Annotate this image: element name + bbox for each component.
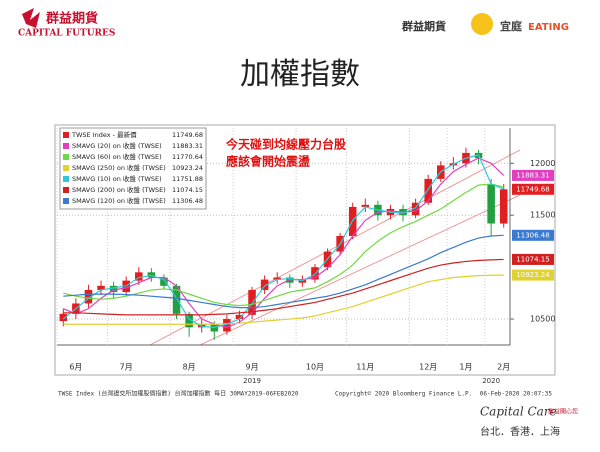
- legend-value: 10923.24: [172, 164, 203, 172]
- care-tagline: 群益關心您: [548, 408, 578, 416]
- value-label: 11074.15: [516, 255, 549, 263]
- y-tick-label: 10500: [530, 315, 555, 324]
- value-label: 11306.48: [516, 231, 549, 239]
- legend-value: 11306.48: [172, 197, 203, 205]
- legend-name: TWSE Index - 最新價: [71, 130, 137, 139]
- annotation: 應該會開始震盪: [226, 154, 310, 169]
- brand-icon: [22, 8, 40, 28]
- value-label-box: [512, 229, 554, 241]
- legend-name: SMAVG (120) on 收盤 (TWSE): [72, 196, 166, 205]
- x-year-label: 2020: [482, 377, 500, 385]
- legend-swatch: [63, 165, 69, 171]
- timestamp: 06-Feb-2020 20:07:35: [480, 391, 553, 398]
- legend-swatch: [63, 132, 69, 138]
- y-tick-label: 11500: [530, 211, 555, 220]
- legend-swatch: [63, 198, 69, 204]
- candle-body: [499, 189, 508, 224]
- ma-line: [62, 154, 504, 328]
- legend-value: 11751.88: [172, 175, 203, 183]
- candle-body: [172, 285, 181, 314]
- brand: 群益期貨: [46, 11, 98, 27]
- trend-line: [149, 149, 521, 346]
- right-name: 宜庭: [500, 19, 522, 33]
- candle-body: [59, 313, 68, 322]
- candle-body: [487, 184, 495, 224]
- x-year-label: 2019: [243, 377, 261, 385]
- y-tick-label: 12000: [530, 159, 555, 168]
- value-label-box: [512, 269, 554, 281]
- candle-body: [273, 277, 281, 280]
- legend-value: 11883.31: [172, 142, 203, 150]
- ma-line: [63, 234, 504, 309]
- legend-value: 11770.64: [172, 153, 203, 161]
- annotation: 今天碰到均線壓力台股: [225, 137, 347, 152]
- candle-body: [223, 319, 231, 332]
- right-brand: 群益期貨: [401, 19, 446, 33]
- x-tick-label: 12月: [419, 363, 437, 372]
- legend: [59, 127, 207, 210]
- candle-body: [424, 178, 432, 203]
- candle-body: [160, 277, 168, 286]
- ma-line: [63, 157, 505, 328]
- candle-body: [311, 267, 319, 280]
- trend-line: [199, 194, 521, 346]
- value-label-box: [512, 253, 554, 265]
- legend-swatch: [63, 176, 69, 182]
- x-tick-label: 11月: [356, 363, 374, 372]
- legend-swatch: [63, 187, 69, 193]
- candle-body: [248, 289, 256, 315]
- copyright: Copyright© 2020 Bloomberg Finance L.P.: [335, 391, 472, 398]
- candle-body: [109, 285, 118, 293]
- title: 加權指數: [240, 57, 360, 92]
- value-label-box: [512, 169, 554, 181]
- x-tick-label: 2月: [497, 363, 510, 372]
- value-label: 10923.24: [516, 271, 550, 279]
- x-tick-label: 7月: [120, 363, 133, 372]
- x-tick-label: 6月: [69, 363, 82, 372]
- ma-line: [63, 258, 504, 316]
- legend-name: SMAVG (60) on 收盤 (TWSE): [72, 152, 162, 161]
- right-name-en: EATING: [528, 22, 569, 33]
- legend-swatch: [63, 143, 69, 149]
- legend-name: SMAVG (20) on 收盤 (TWSE): [72, 141, 162, 150]
- ma-line: [63, 274, 504, 325]
- legend-name: SMAVG (250) on 收盤 (TWSE): [72, 163, 166, 172]
- candle-body: [135, 272, 143, 281]
- value-label: 11883.31: [516, 171, 549, 179]
- care-logo: Capital Care: [480, 405, 557, 419]
- legend-value: 11074.15: [172, 186, 203, 194]
- candle-body: [97, 285, 105, 290]
- cities: 台北．香港．上海: [480, 425, 560, 438]
- candle-body: [361, 204, 370, 207]
- legend-name: SMAVG (200) on 收盤 (TWSE): [72, 185, 166, 194]
- candle-body: [235, 314, 244, 320]
- sun-icon: [471, 13, 493, 35]
- candle-body: [411, 202, 420, 216]
- candle-body: [185, 313, 193, 328]
- source: TWSE Index (台灣證交所加權股價指數) 台灣加權指數 每日 30MAY…: [58, 390, 299, 398]
- value-label-box: [512, 183, 554, 195]
- x-tick-label: 8月: [183, 363, 196, 372]
- x-tick-label: 1月: [459, 363, 472, 372]
- x-tick-label: 10月: [306, 363, 324, 372]
- legend-value: 11749.68: [172, 131, 203, 139]
- candle-body: [260, 279, 269, 290]
- brand-en: CAPITAL FUTURES: [18, 29, 115, 39]
- ma-line: [63, 183, 504, 307]
- legend-swatch: [63, 154, 69, 160]
- x-tick-label: 9月: [245, 363, 258, 372]
- candle-body: [84, 289, 93, 304]
- value-label: 11749.68: [516, 185, 549, 193]
- legend-name: SMAVG (10) on 收盤 (TWSE): [72, 174, 162, 183]
